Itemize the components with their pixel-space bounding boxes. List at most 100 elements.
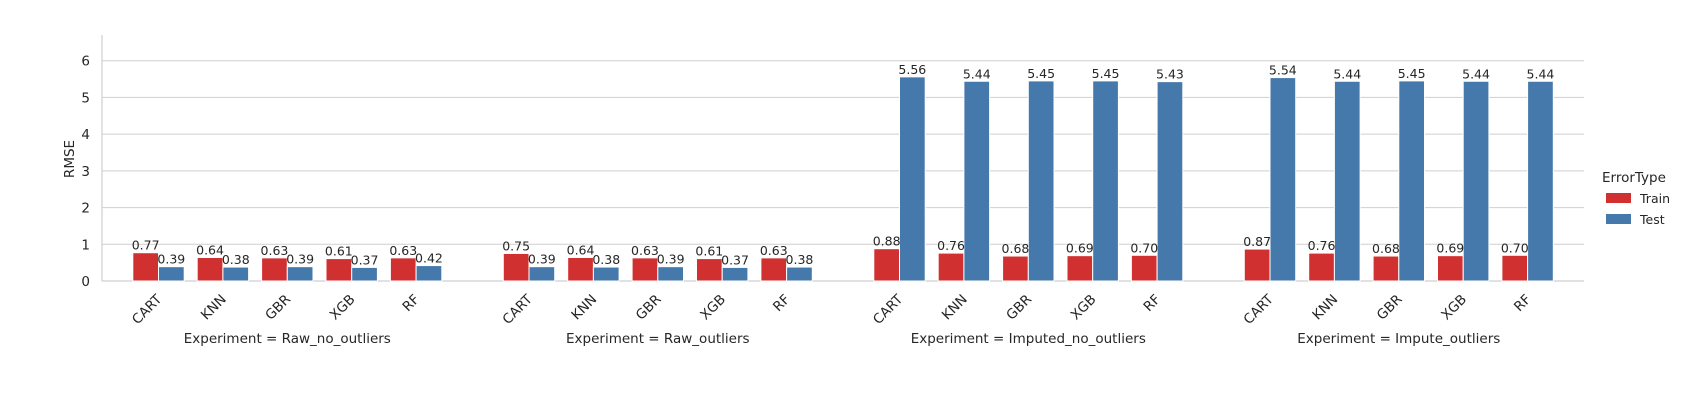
- y-tick-label: 2: [81, 201, 90, 217]
- bar-test: [415, 265, 443, 282]
- bar-train: [1437, 255, 1464, 282]
- bar-value-label: 0.77: [132, 238, 160, 253]
- bar-value-label: 0.39: [657, 252, 685, 267]
- x-tick-label: GBR: [1374, 292, 1406, 324]
- bar-value-label: 5.43: [1156, 67, 1184, 82]
- bar-value-label: 0.37: [351, 252, 379, 267]
- y-tick-label: 1: [81, 237, 90, 253]
- bar-train: [567, 257, 594, 282]
- legend-swatch-train: [1606, 193, 1631, 203]
- bar-value-label: 0.37: [721, 252, 749, 267]
- x-tick-label: CART: [500, 291, 537, 328]
- bar-value-label: 0.38: [222, 252, 250, 267]
- bar-test: [222, 266, 250, 282]
- x-tick-label: XGB: [327, 292, 359, 324]
- bar-value-label: 0.63: [389, 243, 417, 258]
- bar-train: [1308, 252, 1335, 282]
- bar-train: [132, 252, 160, 282]
- bar-value-label: 0.70: [1130, 240, 1158, 255]
- legend: ErrorType Train Test: [1602, 170, 1670, 227]
- bar-train: [1372, 255, 1400, 282]
- bar-value-label: 0.70: [1501, 240, 1529, 255]
- bar-train: [1243, 248, 1271, 282]
- bar-train: [937, 252, 965, 282]
- bar-test: [592, 266, 620, 282]
- bar-value-label: 0.68: [1002, 241, 1030, 256]
- bar-test: [1027, 80, 1055, 282]
- grid-lines: [102, 60, 1584, 245]
- bar-value-label: 5.45: [1398, 66, 1426, 81]
- bar-test: [351, 266, 378, 282]
- bar-test: [1269, 77, 1297, 282]
- bar-value-label: 5.56: [898, 62, 926, 77]
- legend-title: ErrorType: [1602, 170, 1666, 186]
- x-tick-label: KNN: [939, 292, 971, 324]
- bar-value-label: 0.42: [415, 251, 443, 266]
- bar-test: [1462, 80, 1490, 282]
- bar-test: [786, 266, 813, 282]
- x-tick-label: KNN: [198, 292, 230, 324]
- facet-title: Experiment = Raw_outliers: [566, 331, 750, 347]
- bar-test: [1156, 81, 1184, 282]
- bar-value-label: 0.38: [592, 252, 620, 267]
- y-tick-label: 0: [81, 274, 90, 290]
- facet-title: Experiment = Raw_no_outliers: [184, 331, 391, 347]
- y-tick-label: 6: [81, 54, 90, 70]
- bar-value-label: 0.76: [1308, 238, 1336, 253]
- x-tick-label: CART: [129, 291, 166, 328]
- bar-train: [389, 257, 417, 282]
- bar-test: [963, 80, 991, 282]
- bar-train: [502, 252, 530, 282]
- bar-value-label: 0.69: [1436, 241, 1464, 256]
- legend-label-test: Test: [1639, 212, 1665, 227]
- legend-swatch-test: [1606, 214, 1631, 224]
- bar-value-label: 0.39: [286, 252, 314, 267]
- x-tick-label: RF: [770, 292, 793, 315]
- bar-value-label: 0.38: [786, 252, 814, 267]
- bar-value-label: 0.63: [261, 243, 289, 258]
- bars: [132, 76, 1554, 282]
- y-tick-label: 4: [81, 127, 90, 143]
- bar-test: [528, 266, 556, 282]
- bar-value-label: 5.44: [1333, 66, 1361, 81]
- facet-title: Experiment = Impute_outliers: [1297, 331, 1500, 347]
- x-tick-label: RF: [399, 292, 422, 315]
- bar-value-label: 5.44: [963, 66, 991, 81]
- bar-value-label: 5.44: [1527, 66, 1555, 81]
- bar-train: [325, 258, 353, 282]
- bar-test: [721, 266, 749, 282]
- bar-value-label: 0.76: [937, 238, 965, 253]
- x-tick-label: KNN: [1309, 292, 1341, 324]
- y-tick-label: 5: [81, 90, 90, 106]
- bar-test: [286, 266, 314, 282]
- bar-train: [1130, 254, 1158, 282]
- bar-test: [657, 266, 684, 282]
- bar-value-label: 0.39: [528, 252, 556, 267]
- bar-test: [1092, 80, 1119, 282]
- x-tick-label: XGB: [697, 292, 729, 324]
- bar-train: [1002, 255, 1029, 282]
- x-tick-label: CART: [1241, 291, 1278, 328]
- y-tick-label: 3: [81, 164, 90, 180]
- bar-value-label: 5.54: [1269, 63, 1297, 78]
- bar-value-label: 0.68: [1372, 241, 1400, 256]
- bar-value-label: 0.87: [1243, 234, 1271, 249]
- bar-value-label: 5.45: [1092, 66, 1120, 81]
- bar-test: [158, 266, 185, 282]
- bar-value-label: 0.64: [196, 243, 224, 258]
- x-tick-label: KNN: [568, 292, 600, 324]
- facet-title: Experiment = Imputed_no_outliers: [911, 331, 1146, 347]
- bar-test: [899, 76, 926, 282]
- x-tick-label: XGB: [1438, 292, 1470, 324]
- legend-label-train: Train: [1639, 191, 1670, 206]
- bar-value-label: 0.39: [157, 252, 185, 267]
- x-tick-label: GBR: [1003, 292, 1035, 324]
- bar-train: [1066, 255, 1094, 282]
- bar-value-label: 0.64: [567, 243, 595, 258]
- x-tick-label: GBR: [633, 292, 665, 324]
- bar-train: [1501, 254, 1529, 282]
- bar-train: [760, 257, 788, 282]
- bar-train: [261, 257, 288, 282]
- bar-value-label: 5.45: [1027, 66, 1055, 81]
